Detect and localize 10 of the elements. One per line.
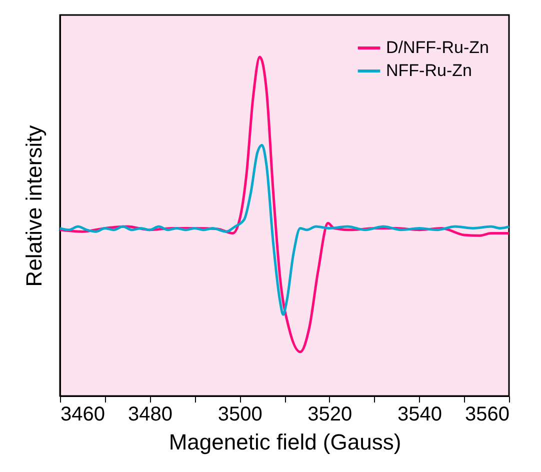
- x-tick-label: 3460: [60, 404, 105, 426]
- x-tick-label: 3540: [397, 404, 442, 426]
- y-axis-title: Relative intersity: [22, 125, 46, 287]
- x-axis-title: Magenetic field (Gauss): [168, 430, 402, 454]
- x-tick-label: 3560: [465, 404, 510, 426]
- x-tick-label: 3520: [308, 404, 352, 426]
- legend-label: NFF-Ru-Zn: [386, 61, 472, 80]
- x-tick-label: 3500: [218, 404, 262, 426]
- legend-label: D/NFF-Ru-Zn: [386, 38, 489, 57]
- x-tick-label: 3480: [128, 404, 173, 426]
